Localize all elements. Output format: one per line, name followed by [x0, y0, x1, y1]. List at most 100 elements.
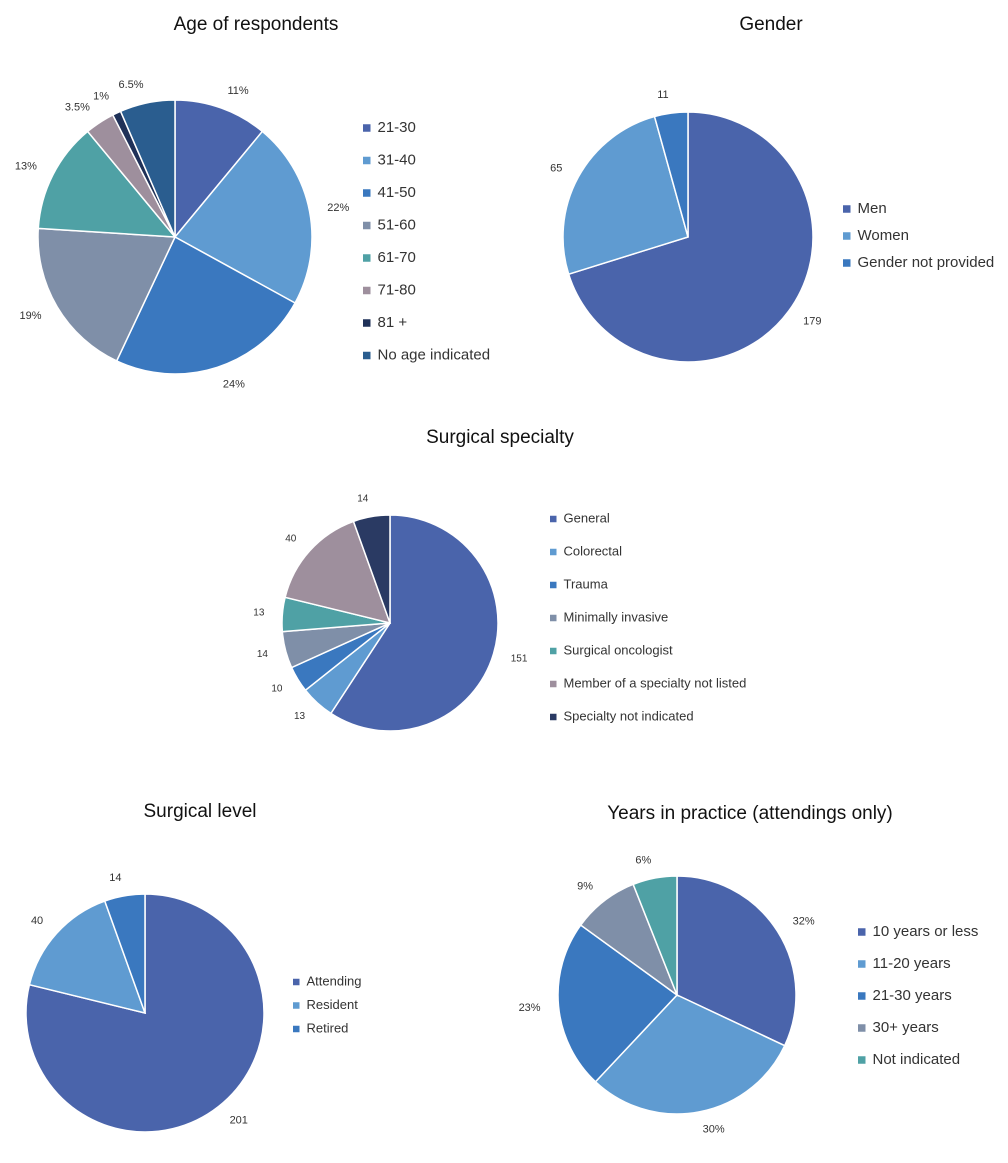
- data-label: 22%: [327, 202, 349, 214]
- pie-slice: [174, 99, 264, 240]
- legend-label: Specialty not indicated: [564, 708, 694, 723]
- legend-label: Minimally invasive: [564, 609, 669, 624]
- legend-swatch: [293, 1002, 300, 1009]
- pie-slice: [103, 893, 146, 1014]
- data-label: 40: [31, 915, 43, 927]
- data-label: 1%: [93, 91, 109, 103]
- pie-slice: [115, 235, 297, 375]
- legend-label: 61-70: [378, 249, 416, 266]
- data-label: 151: [511, 654, 528, 665]
- data-label: 14: [257, 649, 269, 660]
- legend-label: 21-30: [378, 119, 416, 136]
- legend-swatch: [363, 286, 371, 295]
- legend-label: 30+ years: [873, 1019, 939, 1036]
- legend-swatch: [550, 581, 557, 589]
- data-label: 32%: [793, 915, 815, 927]
- legend-label: 31-40: [378, 151, 416, 168]
- legend-swatch: [843, 259, 851, 267]
- chart-title: Surgical level: [144, 801, 257, 822]
- legend-swatch: [550, 548, 557, 556]
- data-label: 6.5%: [118, 79, 143, 91]
- legend-label: 21-30 years: [873, 987, 952, 1004]
- pie-slice: [119, 99, 176, 238]
- legend-label: Resident: [307, 997, 359, 1012]
- legend-swatch: [550, 614, 557, 622]
- data-label: 23%: [519, 1002, 541, 1014]
- legend-label: Surgical oncologist: [564, 642, 674, 657]
- pie-slice: [329, 514, 499, 732]
- legend-swatch: [858, 1024, 866, 1032]
- chart-title: Age of respondents: [174, 14, 339, 35]
- pie-slice: [653, 111, 689, 238]
- legend-label: No age indicated: [378, 346, 491, 363]
- data-label: 14: [109, 872, 121, 884]
- legend-swatch: [843, 232, 851, 240]
- legend-label: Women: [858, 227, 909, 244]
- pie-slice: [173, 130, 313, 305]
- legend-swatch: [858, 1056, 866, 1064]
- data-label: 179: [803, 316, 821, 328]
- legend-swatch: [858, 960, 866, 968]
- pie-slice: [37, 130, 177, 238]
- legend-label: 11-20 years: [873, 955, 951, 972]
- legend-swatch: [293, 978, 300, 986]
- data-label: 40: [285, 533, 297, 544]
- pie-slice: [562, 115, 689, 276]
- chart-title: Surgical specialty: [426, 427, 574, 448]
- legend-label: General: [564, 510, 610, 525]
- legend-swatch: [363, 319, 371, 327]
- legend-swatch: [550, 713, 557, 721]
- data-label: 11: [657, 89, 668, 101]
- pie-slice: [37, 227, 177, 362]
- legend-label: Member of a specialty not listed: [564, 675, 747, 690]
- legend-label: 71-80: [378, 281, 416, 298]
- legend-label: Colorectal: [564, 543, 623, 558]
- legend-label: 81 +: [378, 314, 408, 331]
- data-label: 9%: [577, 881, 593, 893]
- legend-swatch: [363, 351, 371, 360]
- legend-label: Attending: [307, 973, 362, 988]
- legend-swatch: [550, 515, 557, 523]
- data-label: 14: [357, 494, 369, 505]
- legend-swatch: [363, 254, 371, 262]
- data-label: 13: [253, 608, 265, 619]
- pie-slice: [352, 514, 391, 624]
- pie-slice: [567, 111, 814, 363]
- data-label: 24%: [223, 378, 245, 390]
- legend-swatch: [363, 189, 371, 197]
- data-label: 10: [271, 683, 283, 694]
- data-label: 13%: [15, 161, 37, 173]
- legend-label: Not indicated: [873, 1051, 961, 1068]
- legend-swatch: [843, 205, 851, 213]
- data-label: 19%: [20, 310, 42, 322]
- legend-swatch: [363, 221, 371, 230]
- data-label: 13: [294, 711, 306, 722]
- pie-slice: [25, 893, 265, 1133]
- legend-swatch: [293, 1025, 300, 1033]
- legend-swatch: [550, 647, 557, 655]
- legend-label: 51-60: [378, 216, 416, 233]
- data-label: 11%: [228, 85, 249, 97]
- legend-label: Retired: [307, 1020, 349, 1035]
- legend-swatch: [550, 680, 557, 688]
- legend-swatch: [858, 928, 866, 936]
- legend-label: Gender not provided: [858, 254, 995, 271]
- legend-label: 10 years or less: [873, 923, 979, 940]
- legend-label: Men: [858, 200, 887, 217]
- pie-slice: [676, 875, 797, 1047]
- legend-swatch: [363, 124, 371, 132]
- pie-slice: [284, 520, 392, 625]
- legend-swatch: [858, 992, 866, 1000]
- legend-swatch: [363, 156, 371, 165]
- pie-slice: [28, 900, 147, 1015]
- data-label: 201: [230, 1115, 248, 1127]
- data-label: 3.5%: [65, 101, 90, 113]
- data-label: 30%: [703, 1123, 725, 1135]
- data-label: 65: [550, 162, 562, 174]
- legend-label: 41-50: [378, 184, 416, 201]
- chart-title: Gender: [739, 14, 803, 35]
- pie-slice: [632, 875, 678, 996]
- pie-slice: [557, 924, 679, 1083]
